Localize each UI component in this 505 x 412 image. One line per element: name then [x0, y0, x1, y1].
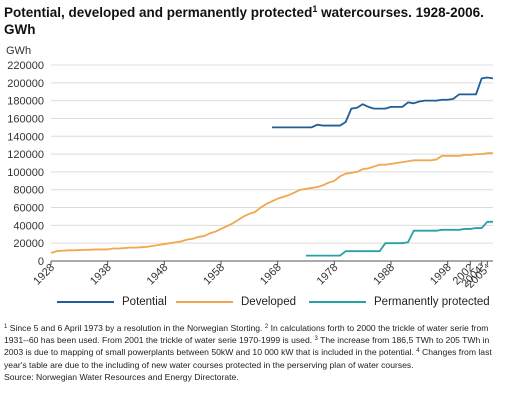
footnote-2: In calculations forth to 2000 the trickl… [4, 323, 489, 346]
y-tick-label: 100000 [7, 167, 44, 179]
y-tick-label: 120000 [7, 149, 44, 161]
x-tick-label: 1938 [88, 262, 114, 288]
y-tick-label: 60000 [13, 203, 44, 215]
footnotes: 1 Since 5 and 6 April 1973 by a resoluti… [4, 322, 502, 383]
x-tick-label: 1998 [428, 262, 454, 288]
series-lines [50, 76, 494, 257]
title-footnote-mark: 1 [312, 4, 318, 14]
y-tick-label: 140000 [7, 131, 44, 143]
gridlines [51, 64, 493, 244]
y-tick-label: 200000 [7, 78, 44, 90]
legend-label-protected: Permanently protected [374, 296, 490, 308]
legend-item-developed: Developed [176, 293, 296, 311]
x-tick-label: 1928 [31, 262, 57, 288]
footnote-3: The increase from 186,5 TWh to 205 TWh i… [4, 335, 490, 358]
x-tick-label: 1978 [315, 262, 341, 288]
y-axis: 0 20000 40000 60000 80000 100000 120000 140000 1… [7, 60, 44, 268]
legend-label-developed: Developed [241, 296, 296, 308]
x-tick-label: 1958 [201, 262, 227, 288]
source-note: Source: Norwegian Water Resources and En… [4, 371, 239, 382]
series-line-developed [50, 152, 493, 254]
footnote-mark-1: 1 [4, 324, 8, 330]
series-line-permanently-protected [306, 220, 493, 257]
footnote-4: Changes from last year's table are due t… [4, 347, 492, 370]
x-axis: 1928 1938 1948 1958 1968 1978 1988 199820022004… [31, 260, 494, 291]
legend-swatch-developed [176, 301, 233, 303]
footnote-mark-3: 3 [314, 336, 318, 343]
legend-item-protected: Permanently protected [309, 293, 490, 311]
footnote-1: Since 5 and 6 April 1973 by a resolution… [7, 323, 265, 333]
y-tick-label: 220000 [7, 60, 44, 72]
footnote-mark-2: 2 [264, 324, 269, 330]
y-tick-label: 80000 [13, 185, 44, 197]
legend-swatch-potential [57, 301, 114, 303]
footnote-text: 1 Since 5 and 6 April 1973 by a resoluti… [4, 322, 502, 371]
x-tick-label: 1988 [371, 262, 397, 288]
legend-swatch-protected [309, 301, 366, 303]
y-tick-label: 160000 [7, 113, 44, 125]
legend: Potential Developed Permanently protecte… [0, 293, 505, 313]
title-unit: GWh [4, 22, 36, 37]
legend-item-potential: Potential [57, 293, 167, 311]
series-line-potential [272, 76, 494, 129]
chart-title: Potential, developed and permanently pro… [4, 4, 499, 38]
y-tick-label: 40000 [13, 220, 44, 232]
x-tick-label: 1968 [258, 262, 284, 288]
title-text: Potential, developed and permanently pro… [4, 5, 313, 20]
legend-label-potential: Potential [122, 296, 167, 308]
y-axis-label: GWh [6, 45, 31, 57]
x-tick-label: 1948 [145, 262, 171, 288]
y-tick-label: 180000 [7, 96, 44, 108]
footnote-mark-4: 4 [416, 348, 420, 355]
y-tick-label: 20000 [13, 238, 44, 250]
title-text-rest: watercourses. 1928-2006. [317, 5, 484, 20]
y-tick-label: 0 [38, 256, 44, 268]
line-chart: 0 20000 40000 60000 80000 100000 120000 140000 1… [6, 45, 494, 291]
